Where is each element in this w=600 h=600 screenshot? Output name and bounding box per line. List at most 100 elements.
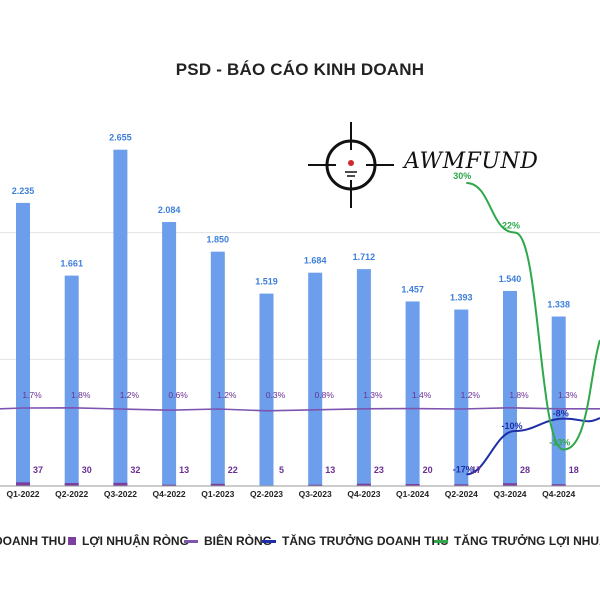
revenue-bar: [16, 202, 30, 486]
margin-label: 1.8%: [71, 390, 91, 400]
revenue-label: 1.661: [60, 259, 83, 269]
x-axis: Q1-2022 Q2-2022 Q3-2022 Q4-2022 Q1-2023 Q2-20…: [0, 485, 600, 499]
legend-item-profit-growth: TĂNG TRƯỞNG LỢI NHUẬN: [434, 534, 600, 548]
revenue-bar: [454, 309, 469, 486]
margin-label: 1.2%: [217, 390, 237, 400]
profit-growth-label: -13%: [549, 438, 570, 448]
profit-bar: [64, 483, 79, 486]
awmfund-logo: AWMFUND: [306, 120, 539, 210]
revenue-label: 1.540: [499, 274, 522, 284]
profit-label: 22: [228, 465, 238, 475]
x-tick-label: Q2-2024: [445, 489, 478, 499]
revenue-bar: [308, 272, 323, 486]
margin-label: 1.3%: [363, 390, 383, 400]
profit-label: 23: [374, 465, 384, 475]
revenue-bar: [162, 222, 177, 486]
chart-title: PSD - BÁO CÁO KINH DOANH: [175, 60, 425, 79]
revenue-bar: [259, 293, 274, 486]
logo-text: AWMFUND: [404, 149, 539, 174]
legend-label: TĂNG TRƯỞNG LỢI NHUẬN: [454, 534, 600, 548]
crosshair-icon: [308, 122, 394, 208]
revenue-bar: [113, 149, 128, 486]
profit-bar: [162, 484, 177, 486]
profit-growth-line: [466, 182, 600, 451]
profit-bar: [308, 484, 323, 486]
revenue-label: 2.655: [109, 133, 132, 143]
revenue-growth-label: -10%: [501, 421, 522, 431]
legend-item-revenue: DOANH THU: [0, 534, 66, 548]
profit-label: 5: [279, 465, 284, 475]
profit-label: 37: [33, 465, 43, 475]
revenue-bars: [16, 149, 566, 486]
revenue-label: 2.235: [12, 186, 35, 196]
x-tick-label: Q1-2023: [201, 489, 234, 499]
legend-item-profit: LỢI NHUẬN RÒNG: [68, 534, 189, 548]
margin-label: 1.8%: [509, 390, 529, 400]
revenue-bar: [503, 290, 517, 486]
profit-label: 30: [82, 465, 92, 475]
legend-label: BIÊN RÒNG: [204, 534, 273, 548]
x-tick-label: Q2-2022: [55, 489, 88, 499]
x-tick-label: Q4-2024: [542, 489, 575, 499]
legend-label: TĂNG TRƯỞNG DOANH THU: [282, 534, 449, 548]
line-series: [0, 182, 600, 476]
profit-label: 32: [130, 465, 140, 475]
legend-item-margin: BIÊN RÒNG: [184, 534, 272, 548]
x-tick-label: Q3-2022: [104, 489, 137, 499]
profit-bar: [405, 484, 420, 486]
margin-label: 0.8%: [315, 390, 335, 400]
revenue-label: 1.684: [304, 256, 327, 266]
legend-label: LỢI NHUẬN RÒNG: [82, 534, 189, 548]
revenue-bar: [356, 269, 371, 486]
margin-label: 1.2%: [461, 390, 481, 400]
legend-item-rev-growth: TĂNG TRƯỞNG DOANH THU: [262, 534, 449, 548]
revenue-label: 1.519: [255, 277, 278, 287]
revenue-label: 1.712: [353, 252, 376, 262]
x-tick-label: Q4-2023: [347, 489, 380, 499]
revenue-label: 1.850: [207, 235, 230, 245]
legend: DOANH THU LỢI NHUẬN RÒNG BIÊN RÒNG TĂNG …: [0, 534, 600, 556]
profit-bar: [113, 482, 128, 486]
profit-bar: [454, 484, 469, 486]
legend-label: DOANH THU: [0, 534, 66, 548]
profit-label: 20: [423, 465, 433, 475]
margin-label: 1.3%: [558, 390, 578, 400]
revenue-bar: [405, 301, 420, 486]
margin-label: 0.3%: [266, 390, 286, 400]
revenue-label: 1.457: [401, 284, 424, 294]
profit-label: 13: [179, 465, 189, 475]
revenue-bar: [551, 316, 566, 486]
profit-growth-label: 30%: [453, 171, 471, 181]
chart-plot: 2.235 37 1.7% 1.661 30 1.8% 2.655 32 1.2% 2.084 13…: [0, 133, 600, 499]
profit-label: 13: [325, 465, 335, 475]
x-tick-label: Q2-2023: [250, 489, 283, 499]
profit-bar: [210, 483, 225, 486]
revenue-growth-line: [466, 417, 600, 476]
profit-bar: [356, 483, 371, 486]
profit-label: 18: [569, 465, 579, 475]
revenue-growth-label: -8%: [553, 409, 569, 419]
profit-bar: [503, 483, 517, 486]
legend-swatch: [68, 537, 76, 545]
margin-label: 0.6%: [168, 390, 188, 400]
x-tick-label: Q1-2024: [396, 489, 429, 499]
revenue-label: 1.338: [547, 300, 570, 310]
revenue-label: 1.393: [450, 293, 473, 303]
legend-swatch: [434, 539, 448, 543]
revenue-label: 2.084: [158, 205, 181, 215]
profit-bar: [16, 482, 30, 486]
margin-label: 1.4%: [412, 390, 432, 400]
profit-bar: [551, 484, 566, 486]
x-tick-label: Q3-2024: [493, 489, 526, 499]
data-labels: 2.235 37 1.7% 1.661 30 1.8% 2.655 32 1.2% 2.084 13…: [12, 133, 579, 475]
legend-swatch: [184, 539, 198, 543]
profit-label: 28: [520, 465, 530, 475]
x-tick-label: Q4-2022: [153, 489, 186, 499]
revenue-bar: [210, 251, 225, 486]
margin-label: 1.7%: [22, 390, 42, 400]
revenue-bar: [64, 275, 79, 486]
legend-swatch: [262, 539, 276, 543]
profit-growth-label: 22%: [502, 221, 520, 231]
x-tick-label: Q1-2022: [6, 489, 39, 499]
x-tick-label: Q3-2023: [299, 489, 332, 499]
